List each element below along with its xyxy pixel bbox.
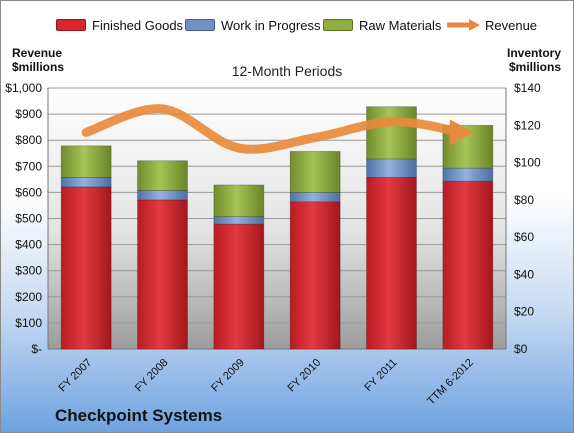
y-right-title-line1: Inventory [506, 46, 561, 60]
legend-label: Work in Progress [221, 17, 321, 33]
legend-label: Finished Goods [92, 17, 184, 33]
y-left-tick-label: $- [31, 342, 42, 356]
bar-finished-goods [213, 223, 265, 350]
y-left-tick-label: $1,000 [5, 81, 42, 95]
legend-item-revenue: Revenue [447, 15, 537, 35]
x-tick-label: FY 2008 [133, 357, 171, 395]
x-tick-label: FY 2011 [362, 357, 399, 394]
bar-raw-materials [213, 184, 265, 218]
y-left-tick-label: $900 [15, 107, 42, 121]
bar-raw-materials [60, 145, 112, 178]
y-axis-left-title: Revenue $millions [12, 46, 64, 74]
bar-finished-goods [366, 177, 417, 350]
bar-finished-goods [442, 180, 494, 350]
y-right-title-line2: $millions [508, 60, 561, 74]
bar-work-in-progress [60, 177, 112, 188]
chart-title: 12-Month Periods [231, 63, 343, 79]
bar-work-in-progress [137, 190, 188, 201]
y-left-tick-label: $100 [15, 316, 42, 330]
legend-item-work-in-progress: Work in Progress [185, 15, 320, 35]
y-right-tick-label: $0 [514, 342, 528, 356]
y-left-tick-label: $700 [15, 159, 42, 173]
x-tick-label: FY 2009 [209, 357, 247, 395]
bar-work-in-progress [366, 158, 417, 178]
revenue-line [81, 104, 459, 154]
y-left-title-line1: Revenue [12, 46, 63, 60]
legend-swatch-finished-goods [56, 19, 86, 31]
bar-finished-goods [137, 199, 188, 350]
legend-label: Raw Materials [359, 17, 442, 33]
bar-work-in-progress [442, 167, 494, 182]
x-tick-label: TTM 6-2012 [425, 357, 476, 408]
bar-work-in-progress [289, 191, 341, 203]
y-right-tick-label: $60 [514, 230, 534, 244]
bar-raw-materials [137, 160, 188, 191]
y-right-tick-label: $140 [514, 81, 541, 95]
y-right-tick-label: $100 [514, 156, 541, 170]
y-left-tick-label: $600 [15, 185, 42, 199]
y-left-tick-label: $500 [15, 212, 42, 226]
bar-raw-materials [366, 106, 417, 160]
y-axis-right-title: Inventory $millions [507, 46, 561, 74]
x-tick-label: FY 2007 [57, 357, 95, 395]
legend-item-raw-materials: Raw Materials [323, 15, 441, 35]
legend: Finished Goods Work in Progress Raw Mate… [1, 15, 573, 35]
x-tick-label: FY 2010 [286, 357, 324, 395]
y-left-tick-label: $400 [15, 238, 42, 252]
bar-finished-goods [289, 201, 341, 350]
bar-work-in-progress [213, 216, 265, 225]
legend-swatch-work-in-progress [185, 19, 215, 31]
revenue-arrowhead [449, 119, 474, 146]
bar-raw-materials [289, 150, 341, 193]
legend-label: Revenue [485, 17, 538, 33]
company-name: Checkpoint Systems [55, 406, 223, 425]
y-left-tick-label: $200 [15, 290, 42, 304]
y-left-tick-label: $300 [15, 264, 42, 278]
y-right-tick-label: $20 [514, 305, 534, 319]
y-left-tick-label: $800 [15, 133, 42, 147]
legend-arrow-icon [447, 19, 480, 31]
y-right-tick-label: $40 [514, 267, 534, 281]
y-right-tick-label: $80 [514, 193, 534, 207]
bar-finished-goods [60, 186, 112, 350]
y-right-tick-label: $120 [514, 118, 541, 132]
legend-swatch-raw-materials [323, 19, 353, 31]
y-left-title-line2: $millions [12, 60, 65, 74]
legend-item-finished-goods: Finished Goods [56, 15, 183, 35]
